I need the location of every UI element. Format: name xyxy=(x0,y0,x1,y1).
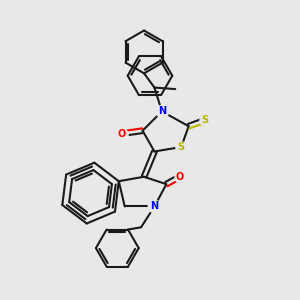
Text: O: O xyxy=(176,172,184,182)
Text: N: N xyxy=(158,106,166,116)
Text: N: N xyxy=(150,202,158,212)
Text: S: S xyxy=(201,115,208,125)
Text: O: O xyxy=(118,129,126,139)
Text: S: S xyxy=(178,142,185,152)
